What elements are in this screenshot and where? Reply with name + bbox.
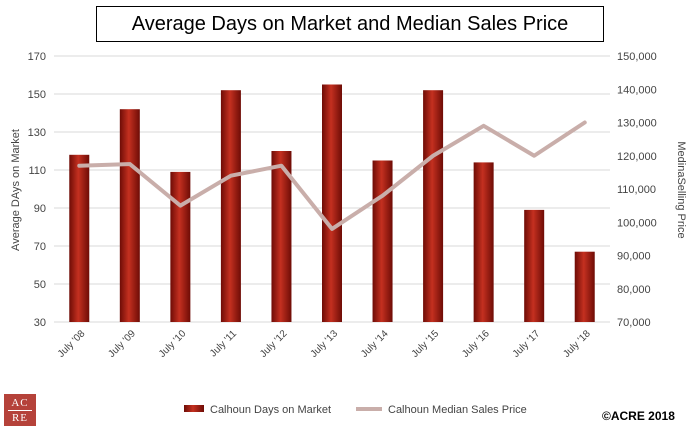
category-tick-label: July '15	[410, 328, 442, 360]
logo-text-bottom: RE	[11, 411, 29, 424]
bar	[372, 160, 393, 322]
category-axis-ticks: July '08 July '09 July '10 July '11 July '12…	[56, 328, 593, 360]
copyright-text: ©ACRE 2018	[602, 409, 675, 423]
category-tick-label: July '10	[157, 328, 189, 360]
right-axis-tick-label: 120,000	[617, 151, 657, 163]
right-axis-ticks: 70,000 80,000 90,000 100,000 110,000 120,000 1…	[617, 51, 657, 329]
bar	[574, 251, 595, 322]
left-axis-ticks: 30 50 70 90 110 130 150 170	[28, 51, 46, 329]
legend-label-bar: Calhoun Days on Market	[210, 404, 331, 416]
category-tick-label: July '09	[106, 328, 138, 360]
legend: Calhoun Days on Market Calhoun Median Sa…	[184, 404, 527, 416]
left-axis-tick-label: 50	[34, 279, 46, 291]
acre-logo: AC RE	[4, 394, 36, 426]
logo-divider	[8, 409, 32, 411]
legend-swatch-bar	[184, 405, 204, 412]
category-tick-label: July '14	[359, 328, 391, 360]
bar	[220, 90, 241, 322]
legend-label-line: Calhoun Median Sales Price	[388, 404, 527, 416]
category-tick-label: July '08	[56, 328, 88, 360]
left-axis-tick-label: 170	[28, 51, 46, 63]
bar	[524, 209, 545, 322]
bar	[322, 84, 342, 322]
right-axis-tick-label: 90,000	[617, 251, 651, 263]
left-axis-tick-label: 30	[34, 317, 46, 329]
right-axis-tick-label: 150,000	[617, 51, 657, 63]
category-tick-label: July '12	[258, 328, 290, 360]
right-axis-tick-label: 110,000	[617, 184, 656, 196]
right-axis-tick-label: 100,000	[617, 217, 657, 229]
right-axis-title: MedinaSelling Price	[675, 141, 687, 238]
bar	[473, 162, 494, 322]
right-axis-tick-label: 130,000	[617, 118, 657, 130]
left-axis-tick-label: 70	[34, 241, 46, 253]
bar	[69, 154, 90, 322]
left-axis-tick-label: 130	[28, 127, 46, 139]
logo-text-top: AC	[11, 396, 29, 409]
category-tick-label: July '13	[309, 328, 341, 360]
chart-title: Average Days on Market and Median Sales …	[96, 6, 604, 42]
left-axis-title: Average DAys on Market	[10, 129, 22, 251]
right-axis-tick-label: 80,000	[617, 284, 651, 296]
bar	[119, 109, 140, 322]
category-tick-label: July '18	[561, 328, 593, 360]
line-series	[77, 120, 587, 231]
right-axis-tick-label: 140,000	[617, 84, 657, 96]
bar	[271, 151, 292, 322]
category-tick-label: July '16	[460, 328, 492, 360]
category-tick-label: July '17	[511, 328, 543, 360]
bar	[170, 171, 191, 322]
bar	[423, 90, 444, 322]
left-axis-tick-label: 110	[28, 165, 46, 177]
bar-series	[69, 84, 595, 322]
left-axis-tick-label: 150	[28, 89, 46, 101]
right-axis-tick-label: 70,000	[617, 317, 651, 329]
category-tick-label: July '11	[208, 328, 239, 359]
left-axis-tick-label: 90	[34, 203, 46, 215]
